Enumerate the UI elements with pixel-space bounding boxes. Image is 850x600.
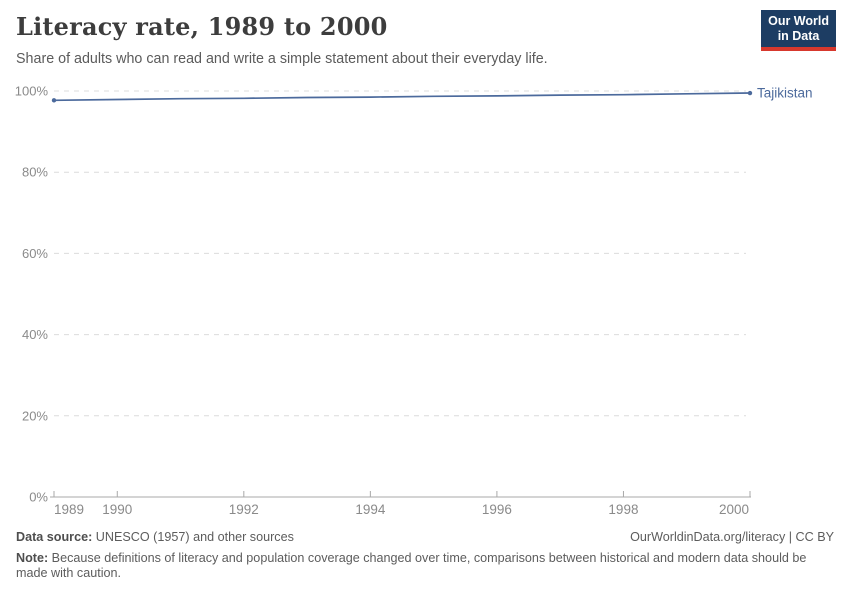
series-start-point (51, 98, 57, 103)
y-tick-label: 20% (22, 408, 48, 423)
page-title: Literacy rate, 1989 to 2000 (16, 12, 388, 41)
data-source-text: UNESCO (1957) and other sources (92, 530, 294, 544)
chart-note: Note: Because definitions of literacy an… (16, 551, 816, 582)
chart-note-text: Because definitions of literacy and popu… (16, 551, 807, 581)
x-tick-label: 1998 (608, 502, 638, 517)
data-source-label: Data source: (16, 530, 93, 544)
owid-logo: Our World in Data (761, 10, 836, 51)
y-tick-label: 100% (15, 84, 49, 99)
y-tick-label: 0% (29, 490, 48, 505)
x-tick-label: 1992 (229, 502, 259, 517)
y-tick-label: 80% (22, 165, 48, 180)
owid-logo-line2: in Data (777, 29, 820, 43)
owid-license-link[interactable]: OurWorldinData.org/literacy | CC BY (630, 530, 834, 544)
chart-footer: Data source: UNESCO (1957) and other sou… (16, 530, 834, 582)
series-end-point (747, 90, 753, 96)
owid-logo-line1: Our World (768, 14, 829, 28)
y-tick-label: 60% (22, 246, 48, 261)
x-tick-label: 1996 (482, 502, 512, 517)
x-tick-label: 1990 (102, 502, 132, 517)
series-label: Tajikistan (757, 86, 813, 101)
chart-subtitle: Share of adults who can read and write a… (16, 51, 548, 67)
data-source: Data source: UNESCO (1957) and other sou… (16, 530, 294, 544)
y-tick-label: 40% (22, 327, 48, 342)
chart-note-label: Note: (16, 551, 49, 565)
series-line (53, 92, 751, 102)
x-tick-label: 1989 (54, 502, 84, 517)
x-tick-label: 2000 (719, 502, 749, 517)
x-tick-label: 1994 (355, 502, 386, 517)
